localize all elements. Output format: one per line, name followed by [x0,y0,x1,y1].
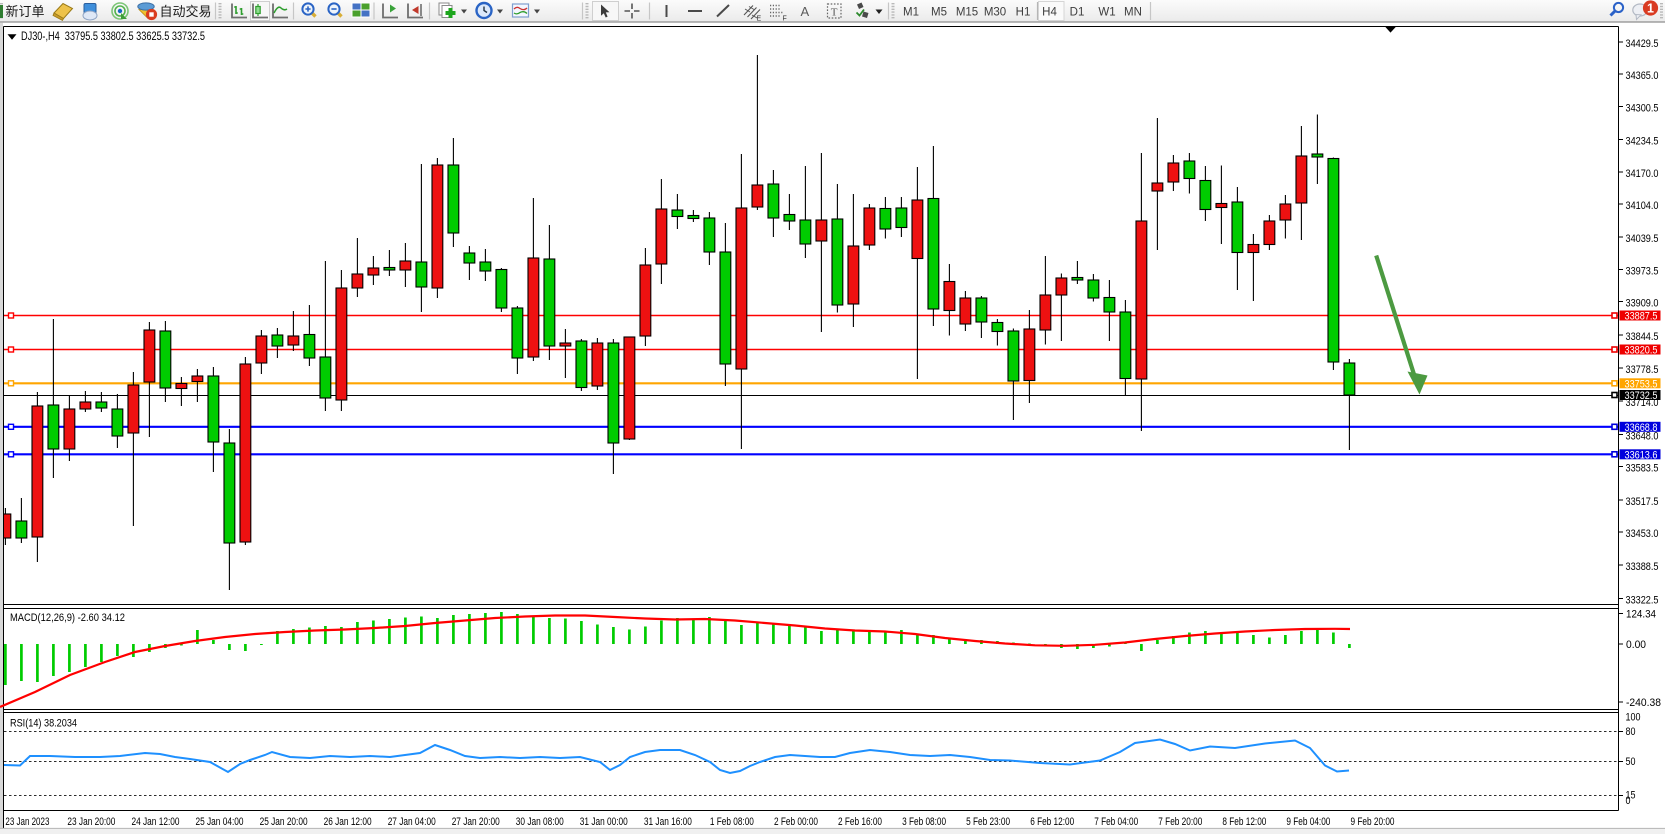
svg-text:H4: H4 [1042,6,1057,18]
svg-text:100: 100 [1626,712,1641,724]
svg-text:26 Jan 12:00: 26 Jan 12:00 [324,816,372,828]
svg-text:3 Feb 08:00: 3 Feb 08:00 [902,816,946,828]
svg-text:30 Jan 08:00: 30 Jan 08:00 [516,816,564,828]
svg-text:M1: M1 [903,6,919,18]
svg-text:6 Feb 12:00: 6 Feb 12:00 [1030,816,1074,828]
svg-text:33820.5: 33820.5 [1625,345,1658,357]
svg-text:MACD(12,26,9) -2.60 34.12: MACD(12,26,9) -2.60 34.12 [10,612,125,624]
svg-text:33778.5: 33778.5 [1626,364,1659,376]
svg-text:MN: MN [1124,6,1142,18]
svg-text:M15: M15 [956,6,978,18]
svg-text:M30: M30 [984,6,1006,18]
svg-text:-240.38: -240.38 [1626,697,1661,709]
svg-text:5 Feb 23:00: 5 Feb 23:00 [966,816,1010,828]
svg-text:0: 0 [1626,795,1631,807]
svg-text:7 Feb 20:00: 7 Feb 20:00 [1158,816,1202,828]
svg-text:33648.0: 33648.0 [1626,430,1659,442]
svg-text:33453.0: 33453.0 [1626,528,1659,540]
svg-text:33887.5: 33887.5 [1625,311,1658,323]
svg-text:25 Jan 04:00: 25 Jan 04:00 [196,816,244,828]
svg-text:33517.5: 33517.5 [1626,496,1659,508]
svg-text:124.34: 124.34 [1626,609,1656,621]
svg-text:33583.5: 33583.5 [1626,463,1659,475]
svg-text:27 Jan 20:00: 27 Jan 20:00 [452,816,500,828]
svg-text:T: T [831,7,838,19]
svg-text:50: 50 [1626,756,1636,768]
svg-text:W1: W1 [1098,6,1115,18]
svg-text:34234.5: 34234.5 [1626,136,1659,148]
svg-text:9 Feb 20:00: 9 Feb 20:00 [1351,816,1395,828]
svg-text:33613.6: 33613.6 [1625,449,1658,461]
svg-text:F: F [783,16,787,23]
svg-text:34365.0: 34365.0 [1626,70,1659,82]
svg-text:D1: D1 [1070,6,1085,18]
svg-text:34429.5: 34429.5 [1626,38,1659,50]
svg-text:23 Jan 2023: 23 Jan 2023 [5,816,49,828]
svg-text:23 Jan 20:00: 23 Jan 20:00 [67,816,115,828]
svg-text:33322.5: 33322.5 [1626,594,1659,606]
svg-text:A: A [801,4,810,19]
svg-text:0.00: 0.00 [1626,639,1646,651]
svg-text:34300.5: 34300.5 [1626,102,1659,114]
svg-text:34104.0: 34104.0 [1626,200,1659,212]
svg-text:33909.0: 33909.0 [1626,298,1659,310]
svg-text:31 Jan 00:00: 31 Jan 00:00 [580,816,628,828]
svg-text:DJ30-,H4 33795.5 33802.5 3362: DJ30-,H4 33795.5 33802.5 33625.5 33732.5 [21,29,205,43]
svg-text:33732.5: 33732.5 [1625,390,1658,402]
svg-text:1: 1 [1647,1,1654,15]
svg-text:33973.5: 33973.5 [1626,265,1659,277]
svg-text:33668.8: 33668.8 [1625,422,1658,434]
svg-text:E: E [757,16,762,23]
svg-text:7 Feb 04:00: 7 Feb 04:00 [1094,816,1138,828]
svg-text:8 Feb 12:00: 8 Feb 12:00 [1222,816,1266,828]
svg-text:31 Jan 16:00: 31 Jan 16:00 [644,816,692,828]
svg-text:34170.0: 34170.0 [1626,168,1659,180]
svg-text:新订单: 新订单 [6,4,45,19]
svg-text:33714.0: 33714.0 [1626,397,1659,409]
svg-text:80: 80 [1626,726,1636,738]
svg-text:34039.5: 34039.5 [1626,233,1659,245]
svg-text:自动交易: 自动交易 [160,4,212,19]
svg-text:27 Jan 04:00: 27 Jan 04:00 [388,816,436,828]
svg-text:33388.5: 33388.5 [1626,561,1659,573]
svg-text:2 Feb 00:00: 2 Feb 00:00 [774,816,818,828]
svg-text:25 Jan 20:00: 25 Jan 20:00 [260,816,308,828]
svg-text:33844.5: 33844.5 [1626,331,1659,343]
svg-text:33753.5: 33753.5 [1625,378,1658,390]
svg-text:9 Feb 04:00: 9 Feb 04:00 [1286,816,1330,828]
svg-text:M5: M5 [931,6,947,18]
svg-text:1 Feb 08:00: 1 Feb 08:00 [710,816,754,828]
svg-text:2 Feb 16:00: 2 Feb 16:00 [838,816,882,828]
svg-text:24 Jan 12:00: 24 Jan 12:00 [132,816,180,828]
svg-text:RSI(14) 38.2034: RSI(14) 38.2034 [10,718,77,730]
svg-text:15: 15 [1626,790,1636,802]
svg-text:H1: H1 [1016,6,1031,18]
